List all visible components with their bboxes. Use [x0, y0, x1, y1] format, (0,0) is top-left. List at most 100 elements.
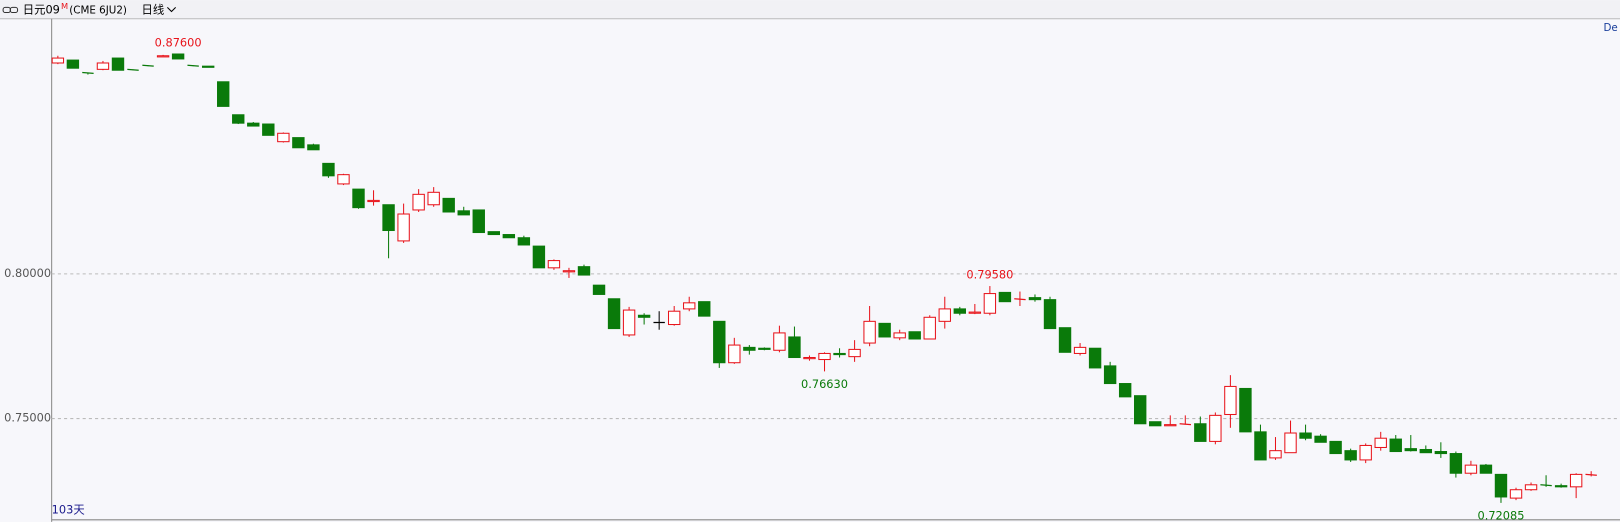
candle-body: [262, 123, 275, 136]
candle-body: [998, 291, 1012, 303]
candle-body: [111, 57, 125, 71]
candle-body: [1540, 484, 1552, 487]
contract: (CME 6JU2): [69, 4, 127, 16]
candle-body: [1224, 385, 1237, 416]
candle-body: [232, 114, 245, 124]
candle-body: [127, 68, 139, 71]
candle-body: [622, 309, 636, 336]
candle-body: [848, 348, 861, 358]
candle-body: [893, 332, 906, 339]
candle-body: [1284, 432, 1297, 454]
candle-body: [728, 344, 741, 364]
candle-body: [983, 293, 997, 314]
symbol: 日元09: [23, 2, 60, 16]
candle-body: [1419, 448, 1433, 454]
icon-part: [9, 6, 19, 14]
candle-body: [1314, 435, 1327, 443]
candle-body: [1569, 473, 1583, 488]
candle-body: [442, 197, 455, 213]
candle-body: [1344, 450, 1357, 461]
candle-body: [201, 65, 215, 68]
candle-body: [517, 237, 531, 246]
candle-body: [1404, 448, 1417, 452]
dropdown-arrow[interactable]: [167, 6, 177, 13]
candle-body: [1179, 423, 1192, 426]
candle-body: [412, 193, 425, 211]
candle-body: [427, 191, 440, 206]
candle-body: [1118, 383, 1132, 398]
candle-body: [307, 144, 320, 151]
candle-body: [1149, 421, 1162, 427]
candle-body: [863, 320, 876, 344]
candle-body: [953, 308, 967, 314]
candle-body: [1254, 431, 1267, 461]
extreme-label: 0.76630: [801, 377, 848, 391]
candle-body: [82, 71, 94, 75]
candle-body: [367, 199, 380, 203]
candle-body: [171, 53, 185, 60]
candle-body: [1164, 424, 1177, 427]
candle-body: [773, 332, 786, 351]
candle-body: [1028, 297, 1042, 301]
candle-body: [1585, 473, 1597, 476]
extreme-label: 0.79580: [966, 268, 1013, 282]
y-tick-label: 0.80000: [4, 266, 51, 280]
candle-body: [397, 213, 410, 242]
corner-label: De: [1603, 22, 1617, 34]
candle-body: [1133, 395, 1147, 425]
candle-body: [247, 122, 260, 127]
candle-body: [1058, 327, 1072, 353]
candle-body: [592, 284, 606, 295]
link-icon[interactable]: [2, 6, 19, 14]
candle-body: [1239, 387, 1252, 433]
candle-body: [698, 301, 711, 317]
candle-body: [1449, 453, 1463, 474]
candle-body: [1299, 432, 1312, 439]
candle-body: [382, 204, 395, 232]
candle-body: [547, 260, 561, 269]
candle-body: [637, 314, 651, 318]
candle-body: [1269, 450, 1282, 459]
candle-body: [532, 245, 546, 269]
candle-body: [472, 209, 485, 234]
candle-body: [713, 320, 726, 364]
candle-body: [1509, 489, 1523, 499]
candle-body: [743, 346, 756, 351]
candle-body: [968, 311, 982, 314]
candle-body: [337, 174, 350, 185]
candle-body: [803, 356, 816, 360]
candle-body: [818, 352, 831, 361]
candle-body: [322, 162, 335, 177]
count-label: 103天: [52, 503, 85, 517]
candle-body: [352, 188, 365, 209]
candle-body: [1103, 365, 1117, 385]
candle-body: [1014, 298, 1026, 301]
toolbar: [0, 0, 1620, 19]
candle-body: [1088, 347, 1102, 369]
symbol-superscript: M: [61, 1, 68, 11]
candle-body: [562, 270, 576, 273]
candle-body: [96, 62, 110, 70]
candle-body: [923, 316, 936, 340]
candle-body: [1524, 484, 1538, 491]
candle-body: [142, 64, 154, 67]
extreme-label: 0.72085: [1477, 508, 1524, 522]
candle-body: [788, 336, 801, 359]
candle-body: [66, 59, 80, 69]
candle-body: [1479, 464, 1493, 474]
candle-body: [1359, 444, 1372, 461]
candle-body: [667, 310, 681, 326]
candle-body: [217, 81, 230, 107]
extreme-label: 0.87600: [155, 36, 202, 50]
candle-body: [1194, 423, 1207, 442]
candle-body: [908, 331, 921, 340]
candle-body: [277, 132, 290, 143]
candle-body: [758, 347, 771, 350]
period-selector[interactable]: 日线: [142, 2, 165, 16]
candle-body: [938, 308, 951, 322]
candle-body: [1374, 437, 1387, 448]
candle-body: [1329, 440, 1342, 455]
candle-body: [1434, 451, 1448, 455]
